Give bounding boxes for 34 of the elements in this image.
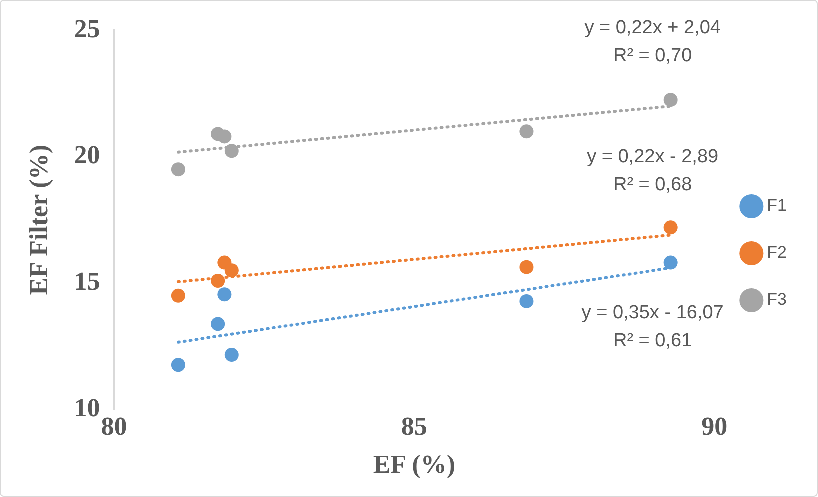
point — [224, 264, 239, 278]
point — [520, 124, 534, 139]
point — [520, 294, 534, 308]
x-axis-title: EF (%) — [373, 450, 456, 480]
annotation: R² = 0,68 — [613, 174, 692, 196]
y-tick-label: 15 — [74, 266, 100, 296]
point — [218, 130, 232, 144]
point — [664, 93, 678, 108]
point — [520, 260, 534, 274]
annotation: R² = 0,70 — [613, 46, 692, 67]
x-tick-label: 80 — [101, 412, 128, 441]
point — [171, 288, 186, 303]
point — [664, 256, 678, 270]
y-axis-title: EF Filter (%) — [24, 145, 54, 296]
point — [224, 144, 239, 158]
point — [171, 358, 186, 372]
legend-label: F1 — [767, 196, 788, 216]
point — [664, 220, 678, 235]
annotation: y = 0,35x - 16,07 — [582, 302, 724, 324]
annotation: y = 0,22x - 2,89 — [587, 146, 719, 168]
legend-label: F3 — [767, 290, 788, 310]
annotation: R² = 0,61 — [613, 330, 692, 352]
point — [224, 348, 239, 362]
point — [171, 162, 186, 177]
x-tick-label: 85 — [401, 412, 428, 441]
point — [218, 288, 232, 302]
point — [211, 317, 226, 332]
point — [211, 274, 226, 288]
y-tick-label: 20 — [74, 140, 100, 170]
y-tick-label: 25 — [74, 14, 100, 44]
y-tick-label: 10 — [74, 393, 100, 422]
annotation: y = 0,22x + 2,04 — [584, 18, 722, 39]
legend-label: F2 — [767, 243, 788, 262]
x-tick-label: 90 — [702, 412, 728, 441]
